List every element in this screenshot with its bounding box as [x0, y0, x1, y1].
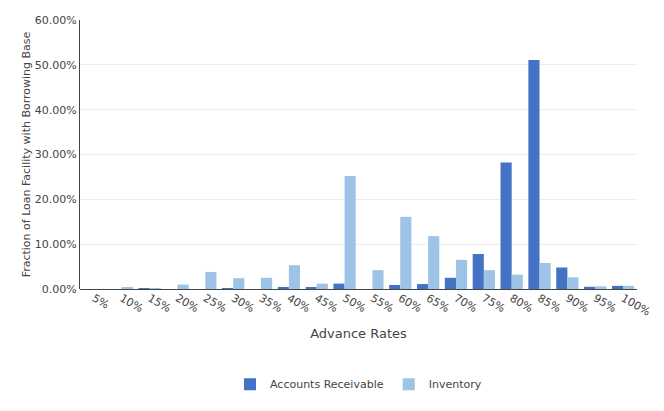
svg-text:20.00%: 20.00% — [35, 193, 77, 206]
svg-text:65%: 65% — [424, 292, 452, 315]
svg-text:Advance Rates: Advance Rates — [310, 326, 407, 341]
svg-text:90%: 90% — [563, 292, 591, 315]
svg-text:60%: 60% — [396, 292, 424, 315]
svg-text:95%: 95% — [591, 292, 619, 315]
svg-text:5%: 5% — [90, 292, 112, 312]
svg-text:75%: 75% — [480, 292, 508, 315]
svg-text:55%: 55% — [368, 292, 396, 315]
svg-text:80%: 80% — [507, 292, 535, 315]
svg-text:60.00%: 60.00% — [35, 14, 77, 27]
svg-text:40%: 40% — [285, 292, 313, 315]
svg-text:10%: 10% — [118, 292, 146, 315]
svg-text:35%: 35% — [257, 292, 285, 315]
svg-text:25%: 25% — [201, 292, 229, 315]
svg-text:30.00%: 30.00% — [35, 148, 77, 161]
svg-text:Fraction of Loan Facility with: Fraction of Loan Facility with Borrowing… — [20, 31, 33, 277]
svg-text:50.00%: 50.00% — [35, 59, 77, 72]
svg-text:30%: 30% — [229, 292, 257, 315]
svg-text:100%: 100% — [619, 292, 653, 319]
svg-text:0.00%: 0.00% — [42, 283, 77, 296]
svg-text:Accounts Receivable: Accounts Receivable — [270, 378, 384, 391]
svg-text:70%: 70% — [452, 292, 480, 315]
svg-text:40.00%: 40.00% — [35, 104, 77, 117]
svg-text:Inventory: Inventory — [429, 378, 482, 391]
svg-text:10.00%: 10.00% — [35, 238, 77, 251]
svg-text:15%: 15% — [145, 292, 173, 315]
svg-text:20%: 20% — [173, 292, 201, 315]
svg-text:45%: 45% — [312, 292, 340, 315]
svg-text:85%: 85% — [535, 292, 563, 315]
svg-text:50%: 50% — [340, 292, 368, 315]
